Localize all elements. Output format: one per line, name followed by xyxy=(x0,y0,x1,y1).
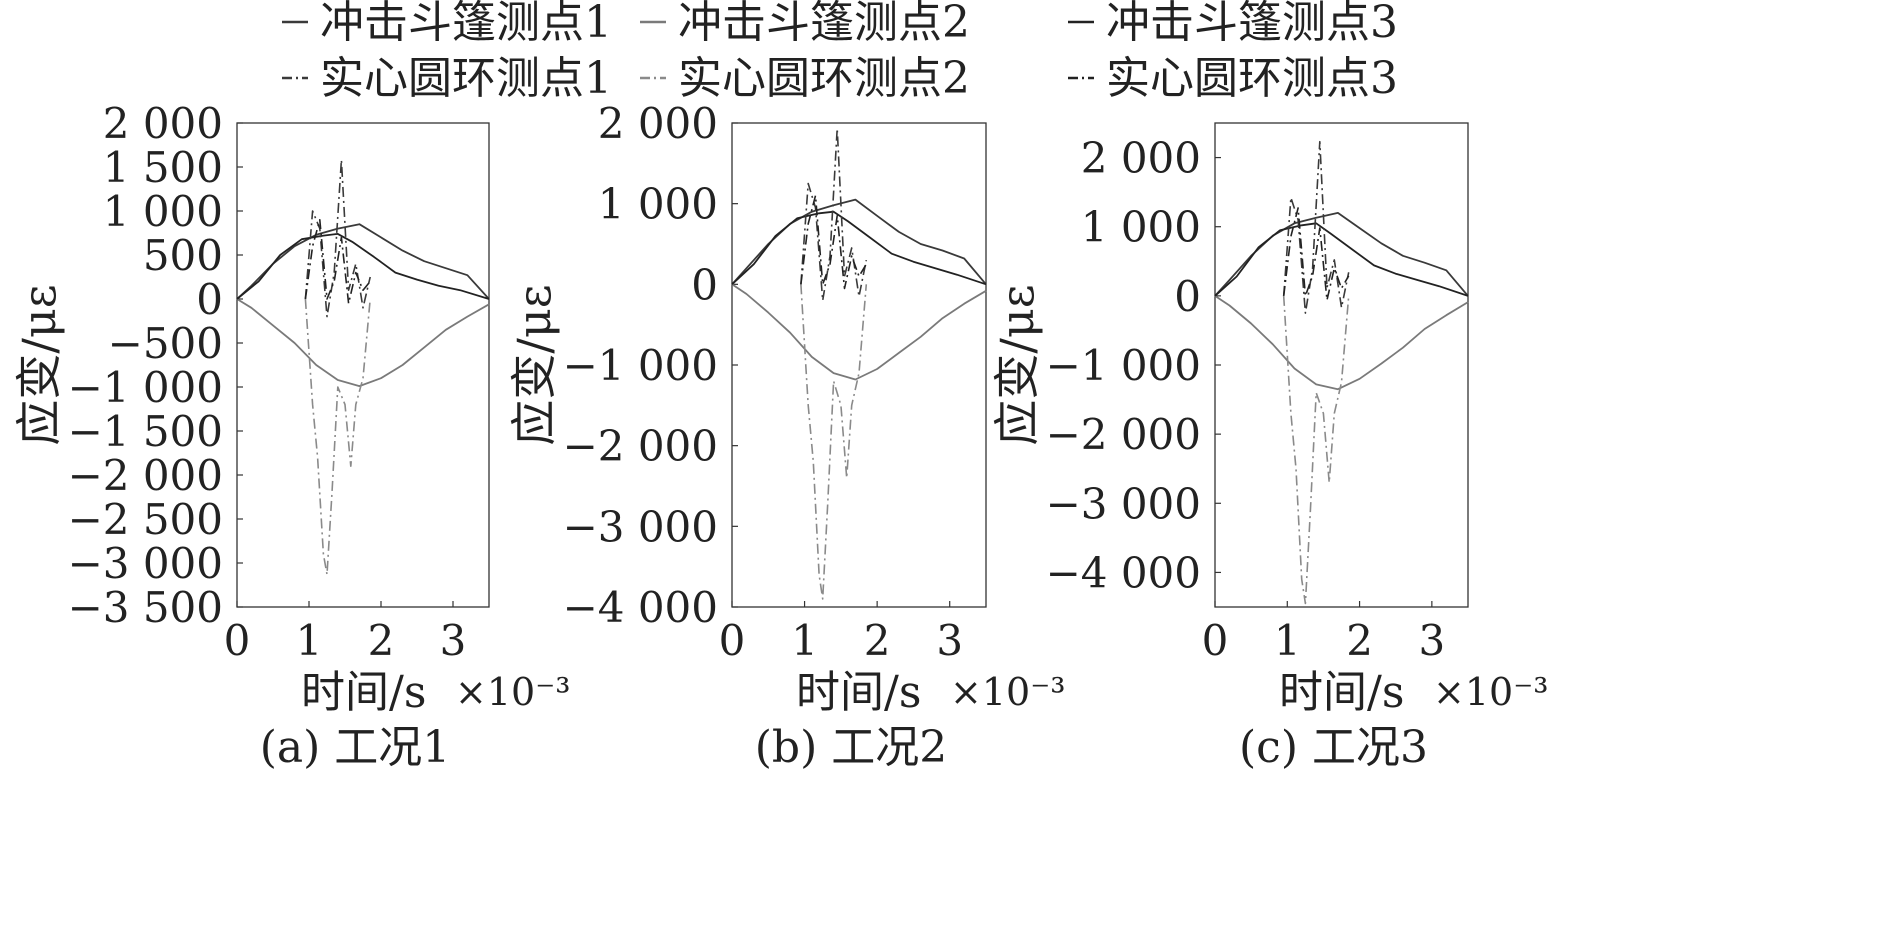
series-line xyxy=(1282,140,1350,314)
y-tick-label: −2 000 xyxy=(1046,410,1201,459)
y-tick-label: −1 000 xyxy=(563,341,718,390)
y-tick-label: 1 500 xyxy=(103,143,223,192)
y-tick-label: −3 500 xyxy=(68,583,223,632)
plot-frame xyxy=(236,122,490,608)
panel-caption: (b) 工况2 xyxy=(755,722,947,773)
plot-frame xyxy=(1214,122,1469,608)
y-tick-label: −4 000 xyxy=(563,583,718,632)
panel-caption: (a) 工况1 xyxy=(260,722,451,773)
y-tick-label: 2 000 xyxy=(103,99,223,148)
legend: 冲击斗篷测点1 冲击斗篷测点2 冲击斗篷测点3 实心圆环测点1 实心圆环测点2 实心圆环测… xyxy=(282,0,1398,104)
x-tick-label: 3 xyxy=(936,616,963,665)
series-line xyxy=(236,232,490,300)
x-axis-multiplier: ×10⁻³ xyxy=(455,670,570,714)
x-axis-multiplier: ×10⁻³ xyxy=(950,670,1065,714)
y-tick-label: −1 000 xyxy=(68,363,223,412)
legend-entry: 冲击斗篷测点1 xyxy=(282,0,612,48)
x-axis-multiplier: ×10⁻³ xyxy=(1433,670,1548,714)
y-tick-label: −2 500 xyxy=(68,495,223,544)
legend-entry: 冲击斗篷测点3 xyxy=(1068,0,1398,48)
y-tick-label: −3 000 xyxy=(563,502,718,551)
panel-caption: (c) 工况3 xyxy=(1239,722,1428,773)
x-tick-label: 3 xyxy=(1418,616,1445,665)
legend-label: 冲击斗篷测点3 xyxy=(1106,0,1398,48)
x-tick-label: 0 xyxy=(224,616,251,665)
legend-label: 冲击斗篷测点2 xyxy=(678,0,970,48)
x-tick-label: 3 xyxy=(440,616,467,665)
legend-entry: 实心圆环测点3 xyxy=(1068,53,1398,104)
series-line xyxy=(236,298,490,388)
x-tick-label: 0 xyxy=(719,616,746,665)
x-tick-label: 2 xyxy=(1346,616,1373,665)
y-tick-label: −1 500 xyxy=(68,407,223,456)
series-line xyxy=(304,298,371,576)
series-line xyxy=(304,219,371,305)
y-tick-label: 0 xyxy=(196,275,223,324)
series-line xyxy=(1282,295,1350,605)
series-line xyxy=(800,127,868,302)
x-tick-label: 0 xyxy=(1202,616,1229,665)
x-tick-label: 2 xyxy=(864,616,891,665)
legend-label: 冲击斗篷测点1 xyxy=(320,0,612,48)
x-tick-label: 1 xyxy=(296,616,323,665)
y-tick-label: −3 000 xyxy=(68,539,223,588)
y-tick-label: 2 000 xyxy=(598,99,718,148)
y-tick-label: 0 xyxy=(1174,272,1201,321)
series-line xyxy=(800,284,868,600)
series-line xyxy=(800,194,867,290)
x-axis-label: 时间/s xyxy=(1279,667,1404,718)
x-tick-label: 1 xyxy=(1274,616,1301,665)
y-tick-label: 0 xyxy=(691,260,718,309)
y-tick-label: 2 000 xyxy=(1081,134,1201,183)
y-tick-label: 1 000 xyxy=(103,187,223,236)
x-axis-label: 时间/s xyxy=(301,667,426,718)
y-tick-label: −1 000 xyxy=(1046,341,1201,390)
y-tick-label: 1 000 xyxy=(1081,203,1201,252)
y-tick-label: −2 000 xyxy=(68,451,223,500)
legend-entry: 实心圆环测点1 xyxy=(282,53,612,104)
y-axis-label: 应变/με xyxy=(507,284,561,445)
legend-label: 实心圆环测点2 xyxy=(678,53,970,104)
y-axis-label: 应变/με xyxy=(12,284,66,445)
y-tick-label: 500 xyxy=(143,231,223,280)
series-line xyxy=(731,210,987,286)
series-line xyxy=(1282,207,1350,301)
y-tick-label: 1 000 xyxy=(598,180,718,229)
legend-entry: 实心圆环测点2 xyxy=(640,53,970,104)
legend-label: 实心圆环测点1 xyxy=(320,53,612,104)
legend-entry: 冲击斗篷测点2 xyxy=(640,0,970,48)
y-axis-label: 应变/με xyxy=(990,284,1044,445)
series-line xyxy=(1214,222,1469,297)
y-tick-label: −2 000 xyxy=(563,422,718,471)
y-tick-label: −3 000 xyxy=(1046,479,1201,528)
x-axis-label: 时间/s xyxy=(796,667,921,718)
x-tick-label: 1 xyxy=(791,616,818,665)
series-line xyxy=(1214,295,1469,391)
y-tick-label: −4 000 xyxy=(1046,548,1201,597)
series-line xyxy=(731,283,987,381)
x-tick-label: 2 xyxy=(368,616,395,665)
y-tick-label: −500 xyxy=(108,319,223,368)
legend-label: 实心圆环测点3 xyxy=(1106,53,1398,104)
